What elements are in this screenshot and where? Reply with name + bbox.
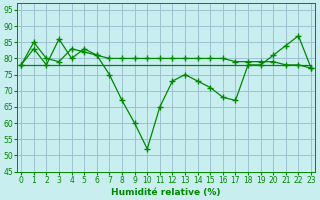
X-axis label: Humidité relative (%): Humidité relative (%): [111, 188, 221, 197]
